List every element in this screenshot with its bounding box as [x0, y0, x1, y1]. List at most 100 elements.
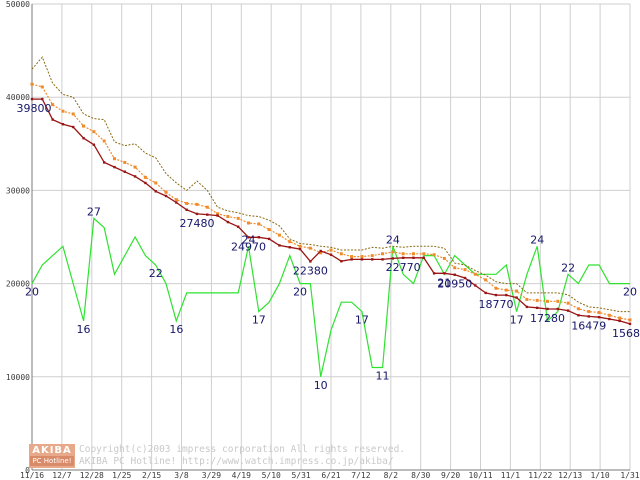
min-price-data-label: 24970 [231, 240, 266, 253]
min-price-point [350, 258, 353, 261]
min-price-point [587, 315, 590, 318]
min-price-point [257, 236, 261, 239]
y-tick-label: 40000 [6, 93, 30, 102]
average-price-point [381, 252, 385, 256]
x-tick-label: 11/16 [20, 471, 44, 480]
average-price-point [370, 254, 374, 258]
average-price-point [597, 310, 601, 314]
average-price-point [40, 85, 44, 89]
min-price-point [175, 201, 178, 204]
series-lines [30, 56, 632, 377]
min-price-point [577, 314, 580, 317]
min-price-point [102, 161, 106, 164]
min-price-point [185, 208, 188, 211]
average-price-point [556, 299, 560, 303]
min-price-point [278, 244, 281, 247]
min-price-point [505, 293, 508, 297]
y-axis-tick-labels: 0 10000 20000 30000 40000 50000 [6, 0, 30, 475]
min-price-point [82, 137, 85, 140]
min-price-point [216, 214, 219, 217]
average-price-point [30, 82, 34, 86]
min-price-data-label: 22770 [386, 261, 421, 274]
min-price-point [267, 237, 271, 241]
logo-title: AKIBA [32, 445, 72, 456]
average-price-point [494, 286, 498, 290]
average-price-point [247, 221, 251, 225]
count-data-label: 16 [169, 323, 183, 336]
average-price-point [442, 256, 446, 260]
average-price-point [102, 139, 106, 143]
y-tick-label: 30000 [6, 186, 30, 195]
min-price-point [566, 309, 570, 312]
x-tick-label: 12/28 [80, 471, 104, 480]
count-data-label: 22 [561, 261, 575, 274]
logo-subtitle: PC Hotline! [30, 456, 74, 466]
average-price-point [216, 212, 220, 216]
average-price-point [628, 318, 632, 322]
min-price-point [144, 181, 147, 185]
average-price-point [174, 198, 178, 202]
min-price-point [226, 220, 230, 224]
average-price-point [319, 251, 323, 255]
min-price-point [30, 97, 34, 101]
min-price-point [288, 246, 291, 249]
average-price-point [298, 244, 302, 248]
min-price-point [401, 256, 405, 259]
average-price-point [515, 289, 519, 293]
average-price-point [535, 298, 539, 302]
count-data-label: 10 [314, 379, 328, 392]
average-price-point [453, 266, 457, 270]
count-data-label: 20 [293, 286, 307, 299]
average-price-point [92, 130, 96, 134]
average-price-point [185, 201, 189, 205]
average-price-point [143, 175, 147, 179]
min-price-point [443, 272, 446, 275]
count-data-label: 24 [242, 233, 256, 246]
average-price-point [51, 103, 55, 107]
min-price-point [628, 322, 632, 326]
x-axis-tick-labels: 11/16 12/7 12/28 1/25 2/15 3/8 3/29 4/19 5/10 5/3… [20, 471, 640, 480]
min-price-point [515, 296, 518, 299]
min-price-point [432, 272, 436, 275]
min-price-point [92, 143, 96, 146]
min-price-point [463, 276, 467, 280]
min-price-point [474, 284, 477, 287]
site-url-line: AKIBA PC Hotline! http://www.watch.impre… [79, 456, 394, 467]
min-price-point [556, 307, 560, 311]
x-tick-label: 8/30 [411, 471, 430, 480]
min-price-data-label: 16479 [571, 319, 606, 332]
count-line [31, 217, 630, 377]
min-price-data-label: 15680 [612, 327, 640, 340]
average-price-point [226, 214, 230, 218]
min-price-point [618, 319, 621, 323]
average-price-point [236, 216, 240, 220]
count-data-label: 17 [510, 314, 524, 327]
count-data-label: 27 [87, 205, 101, 218]
min-price-data-label: 17280 [530, 312, 565, 325]
average-price-point [607, 313, 611, 317]
average-price-point [164, 190, 168, 194]
average-price-point [82, 124, 86, 128]
min-price-point [113, 165, 116, 169]
average-price-point [432, 253, 436, 257]
y-tick-label: 50000 [6, 0, 30, 9]
count-data-label: 21 [437, 276, 451, 289]
min-price-point [546, 307, 549, 311]
average-price-point [525, 297, 529, 301]
average-price-point [308, 246, 312, 250]
max-price-line [31, 56, 630, 313]
min-price-point [340, 260, 343, 263]
x-tick-label: 11/22 [528, 471, 552, 480]
average-price-point [339, 252, 343, 256]
count-data-label: 11 [376, 369, 390, 382]
average-price-point [71, 112, 75, 116]
count-data-label: 24 [386, 233, 400, 246]
min-price-point [391, 257, 395, 260]
count-data-label: 24 [530, 233, 544, 246]
y-tick-label: 20000 [6, 280, 30, 289]
average-price-point [154, 181, 158, 185]
average-price-point [504, 288, 508, 292]
data-labels: 39800 27480 24970 22380 22770 20950 18770 17280… [17, 102, 640, 392]
min-price-point [536, 306, 539, 310]
average-price-point [618, 316, 622, 320]
